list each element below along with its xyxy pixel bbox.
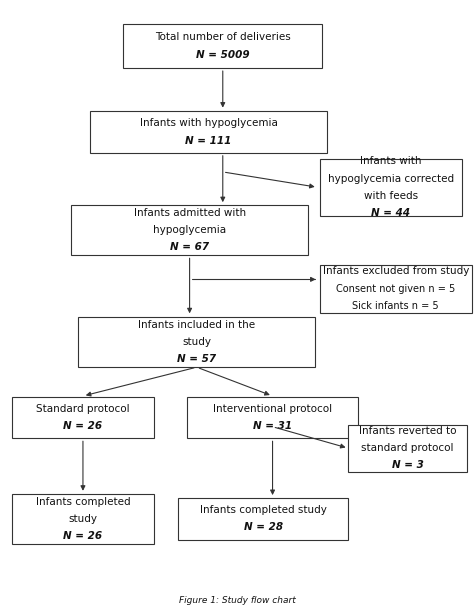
FancyBboxPatch shape [178,498,348,540]
Text: Infants included in the: Infants included in the [138,320,255,330]
FancyBboxPatch shape [12,494,154,544]
Text: N = 5009: N = 5009 [196,50,250,60]
FancyBboxPatch shape [71,205,308,255]
Text: N = 31: N = 31 [253,421,292,431]
Text: Interventional protocol: Interventional protocol [213,404,332,414]
FancyBboxPatch shape [348,425,467,472]
Text: Figure 1: Study flow chart: Figure 1: Study flow chart [179,596,295,605]
Text: N = 57: N = 57 [177,354,216,364]
Text: N = 26: N = 26 [64,531,102,541]
FancyBboxPatch shape [187,397,358,438]
FancyBboxPatch shape [320,265,472,313]
Text: Infants excluded from study: Infants excluded from study [323,266,469,276]
Text: hypoglycemia corrected: hypoglycemia corrected [328,174,454,184]
FancyBboxPatch shape [90,111,327,153]
Text: hypoglycemia: hypoglycemia [153,225,226,235]
Text: N = 28: N = 28 [244,523,283,532]
Text: Consent not given n = 5: Consent not given n = 5 [336,284,456,293]
FancyBboxPatch shape [12,397,154,438]
Text: Sick infants n = 5: Sick infants n = 5 [353,301,439,311]
Text: N = 26: N = 26 [64,421,102,431]
Text: Infants admitted with: Infants admitted with [134,208,246,218]
Text: study: study [182,337,211,347]
Text: Total number of deliveries: Total number of deliveries [155,33,291,42]
Text: Infants with: Infants with [360,157,422,166]
Text: Standard protocol: Standard protocol [36,404,130,414]
FancyBboxPatch shape [78,317,315,367]
Text: N = 111: N = 111 [185,136,232,146]
Text: study: study [68,514,98,524]
Text: N = 67: N = 67 [170,243,209,252]
Text: Infants completed: Infants completed [36,497,130,507]
FancyBboxPatch shape [123,24,322,68]
Text: with feeds: with feeds [364,191,418,201]
Text: N = 44: N = 44 [372,208,410,218]
FancyBboxPatch shape [320,159,462,216]
Text: standard protocol: standard protocol [361,443,454,453]
Text: Infants reverted to: Infants reverted to [359,426,456,436]
Text: N = 3: N = 3 [392,460,424,470]
Text: Infants completed study: Infants completed study [200,505,327,515]
Text: Infants with hypoglycemia: Infants with hypoglycemia [140,119,277,128]
